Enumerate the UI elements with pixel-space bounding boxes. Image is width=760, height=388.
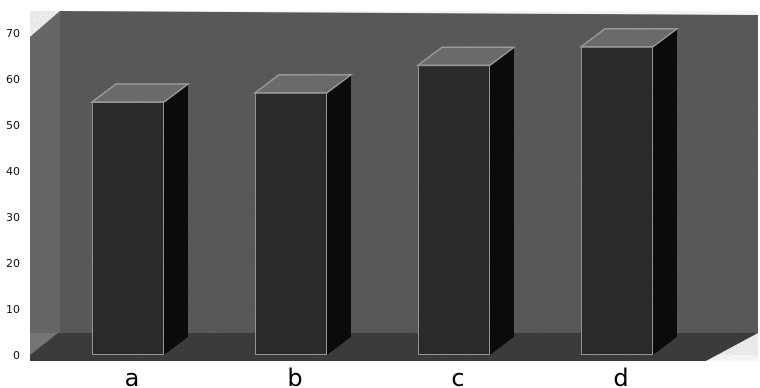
back-wall-panel xyxy=(30,11,758,355)
x-tick-label-a: a xyxy=(125,364,140,388)
x-axis: a b c d xyxy=(125,364,629,388)
chart-floor xyxy=(30,333,758,361)
bar-front-c xyxy=(417,64,491,356)
y-tick-label-0: 0 xyxy=(13,349,20,362)
y-tick-label-70: 70 xyxy=(6,27,20,40)
floor-panel xyxy=(30,333,758,361)
bar-front-b xyxy=(254,91,328,357)
bar-b xyxy=(252,74,354,357)
bar-side-a xyxy=(164,84,188,355)
bar-c xyxy=(415,46,517,356)
x-tick-label-c: c xyxy=(451,364,464,388)
y-tick-label-20: 20 xyxy=(6,257,20,270)
y-tick-label-50: 50 xyxy=(6,119,20,132)
bar-side-b xyxy=(327,74,351,356)
bar-front-a xyxy=(91,101,165,356)
y-tick-label-10: 10 xyxy=(6,303,20,316)
y-tick-label-40: 40 xyxy=(6,165,20,178)
bars xyxy=(89,28,680,357)
y-tick-label-30: 30 xyxy=(6,211,20,224)
chart-back-wall xyxy=(30,11,758,355)
bar-a xyxy=(89,83,191,356)
side-wall-panel xyxy=(30,11,60,355)
x-tick-label-d: d xyxy=(613,364,628,388)
bar-d xyxy=(578,28,680,357)
bar-front-d xyxy=(580,45,654,357)
bar-side-d xyxy=(653,28,677,356)
y-axis: 0 10 20 30 40 50 60 70 xyxy=(6,27,20,362)
x-tick-label-b: b xyxy=(287,364,302,388)
bar-side-c xyxy=(490,47,514,355)
y-tick-label-60: 60 xyxy=(6,73,20,86)
